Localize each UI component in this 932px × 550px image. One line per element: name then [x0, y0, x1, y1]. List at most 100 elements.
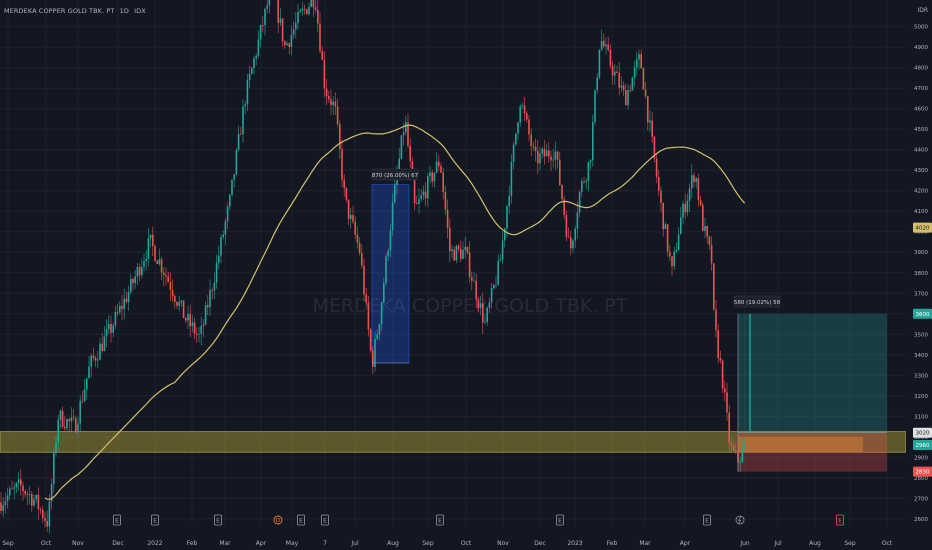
candle-body	[255, 55, 257, 59]
candle-body	[651, 120, 653, 137]
candle-body	[347, 199, 350, 219]
measure-box-label: 870 (26.00%) 67	[372, 173, 419, 179]
candle-body	[325, 88, 328, 97]
price-badge	[913, 440, 932, 451]
candle-body	[253, 58, 255, 68]
earnings-marker	[703, 514, 711, 526]
candle-body	[471, 277, 473, 281]
candle-body	[413, 178, 416, 204]
candle-body	[374, 338, 376, 367]
candle-body	[28, 494, 31, 495]
candle-body	[600, 40, 603, 50]
candle-body	[565, 215, 568, 237]
candle-body	[163, 272, 165, 276]
candle-body	[743, 446, 746, 450]
earnings-marker	[113, 514, 121, 526]
drawing-zones	[0, 184, 907, 472]
earnings-marker-label: E	[153, 518, 157, 525]
moving-average-line	[44, 124, 746, 500]
candle-body	[495, 284, 497, 286]
candle-body	[143, 261, 145, 267]
earnings-marker	[556, 514, 564, 526]
candle-body	[369, 329, 372, 351]
candle-body	[231, 179, 233, 195]
candle-body	[457, 245, 460, 250]
candle-body	[356, 234, 359, 243]
candle-body	[466, 246, 469, 253]
candle-body	[244, 104, 246, 107]
price-tick-label: 4500	[914, 127, 928, 133]
candle-body	[46, 520, 48, 527]
candle-body	[409, 145, 411, 162]
candle-body	[92, 355, 95, 358]
candle-body	[658, 177, 660, 191]
candle-body	[523, 105, 526, 114]
price-badges: 4020 3600 3020 2960 2830	[913, 222, 932, 477]
price-badge-value: 3600	[916, 312, 930, 318]
candle-body	[202, 324, 205, 327]
candle-body	[567, 236, 570, 238]
candle-body	[440, 166, 442, 173]
candle-body	[506, 206, 508, 229]
candle-body	[86, 378, 88, 390]
price-axis[interactable]	[906, 0, 932, 550]
candle-body	[171, 289, 174, 297]
candle-body	[460, 249, 462, 259]
candlestick-series	[0, 0, 746, 534]
candle-body	[385, 256, 387, 284]
candle-body	[90, 355, 92, 367]
candle-body	[110, 323, 112, 333]
candle-body	[290, 34, 293, 47]
price-tick-label: 3700	[914, 291, 928, 297]
candle-body	[363, 265, 365, 295]
time-tick-label: Sep	[844, 540, 856, 547]
candle-body	[647, 96, 649, 123]
time-tick-label: Mar	[639, 540, 651, 547]
time-axis[interactable]: Sep Oct Nov Dec 2022 Feb Mar Apr May 7 Jul Aug Sep Oc…	[2, 540, 892, 547]
symbol-interval: 1D	[119, 7, 129, 15]
candle-body	[717, 330, 719, 359]
candle-body	[620, 85, 623, 88]
candle-body	[182, 300, 185, 319]
candle-body	[605, 44, 607, 47]
candle-body	[541, 148, 543, 154]
candle-body	[68, 419, 70, 422]
candle-body	[438, 161, 440, 167]
candle-body	[152, 234, 154, 246]
candle-body	[594, 90, 596, 123]
candle-body	[39, 509, 42, 510]
candle-body	[693, 175, 695, 182]
candle-body	[662, 202, 664, 230]
candle-body	[176, 301, 178, 306]
candle-body	[262, 25, 264, 26]
price-tick-label: 4300	[914, 168, 928, 174]
time-tick-label: 7	[323, 540, 327, 547]
candle-body	[686, 200, 689, 213]
candle-body	[174, 296, 176, 302]
earnings-marker	[297, 514, 305, 526]
candle-body	[11, 488, 13, 490]
candle-body	[345, 187, 348, 200]
candle-body	[321, 51, 323, 60]
candle-body	[2, 505, 4, 511]
price-axis-labels: 2600 2700 2800 2900 3000 3100 3200 3300 3400 3500…	[914, 25, 928, 523]
candle-body	[209, 290, 211, 308]
time-tick-label: Jul	[350, 540, 359, 547]
drawing-overlays: 870 (26.00%) 67 580 (19.02%) 58	[371, 168, 887, 472]
candle-body	[50, 484, 53, 502]
long-position-label-bg	[733, 295, 781, 308]
candle-body	[477, 299, 480, 308]
candle-body	[42, 509, 44, 518]
long-position-profit-zone	[738, 313, 887, 433]
candle-body	[257, 39, 260, 56]
candle-body	[0, 502, 2, 511]
candle-body	[31, 494, 33, 506]
candle-body	[552, 159, 554, 161]
candle-body	[251, 67, 253, 74]
symbol-name: MERDEKA COPPER GOLD TBK. PT	[4, 7, 115, 15]
candle-body	[323, 59, 326, 89]
candle-body	[493, 284, 495, 289]
candle-body	[398, 158, 400, 174]
candle-body	[72, 417, 75, 419]
